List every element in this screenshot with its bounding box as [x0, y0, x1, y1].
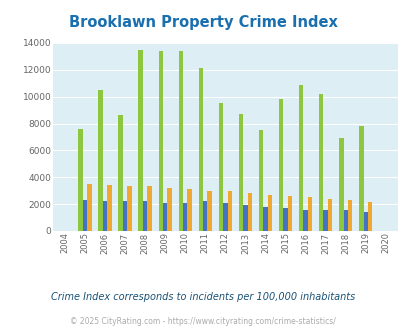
Bar [298, 84, 303, 231]
Bar [143, 201, 147, 231]
Bar [98, 90, 102, 231]
Bar [83, 200, 87, 231]
Bar [247, 193, 252, 231]
Bar [227, 191, 231, 231]
Bar [303, 210, 307, 231]
Bar [318, 94, 323, 231]
Bar [327, 199, 331, 231]
Bar [138, 50, 143, 231]
Bar [122, 201, 127, 231]
Bar [87, 184, 91, 231]
Bar [202, 201, 207, 231]
Bar [158, 51, 162, 231]
Bar [127, 186, 131, 231]
Bar [338, 138, 343, 231]
Text: © 2025 CityRating.com - https://www.cityrating.com/crime-statistics/: © 2025 CityRating.com - https://www.city… [70, 317, 335, 326]
Bar [323, 210, 327, 231]
Bar [243, 205, 247, 231]
Bar [187, 189, 191, 231]
Text: Brooklawn Property Crime Index: Brooklawn Property Crime Index [68, 15, 337, 30]
Bar [178, 51, 183, 231]
Bar [118, 115, 122, 231]
Bar [223, 203, 227, 231]
Bar [238, 114, 243, 231]
Bar [367, 202, 371, 231]
Bar [262, 207, 267, 231]
Bar [358, 125, 362, 231]
Bar [343, 210, 347, 231]
Bar [347, 200, 352, 231]
Bar [107, 185, 111, 231]
Bar [102, 201, 107, 231]
Bar [162, 203, 167, 231]
Bar [283, 208, 287, 231]
Bar [287, 196, 292, 231]
Bar [78, 129, 83, 231]
Bar [147, 186, 151, 231]
Bar [258, 130, 262, 231]
Bar [267, 195, 271, 231]
Bar [207, 191, 211, 231]
Bar [167, 188, 171, 231]
Bar [362, 212, 367, 231]
Bar [183, 203, 187, 231]
Bar [278, 99, 283, 231]
Bar [198, 68, 202, 231]
Text: Crime Index corresponds to incidents per 100,000 inhabitants: Crime Index corresponds to incidents per… [51, 292, 354, 302]
Bar [218, 103, 223, 231]
Bar [307, 197, 311, 231]
